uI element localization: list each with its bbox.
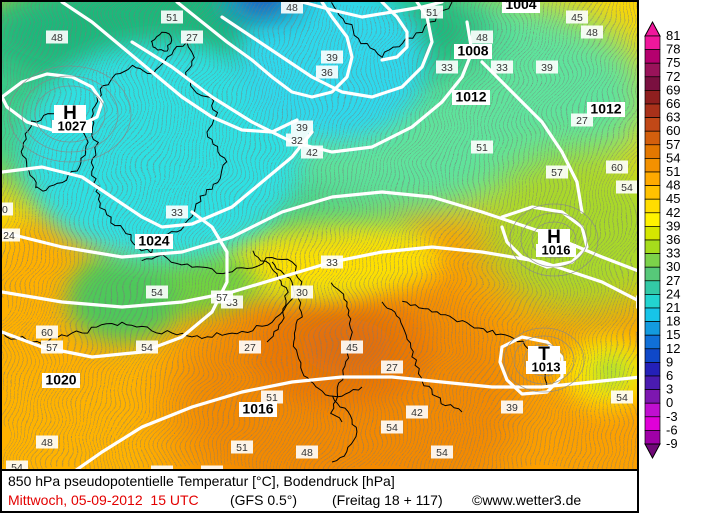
svg-text:-9: -9: [666, 436, 678, 451]
